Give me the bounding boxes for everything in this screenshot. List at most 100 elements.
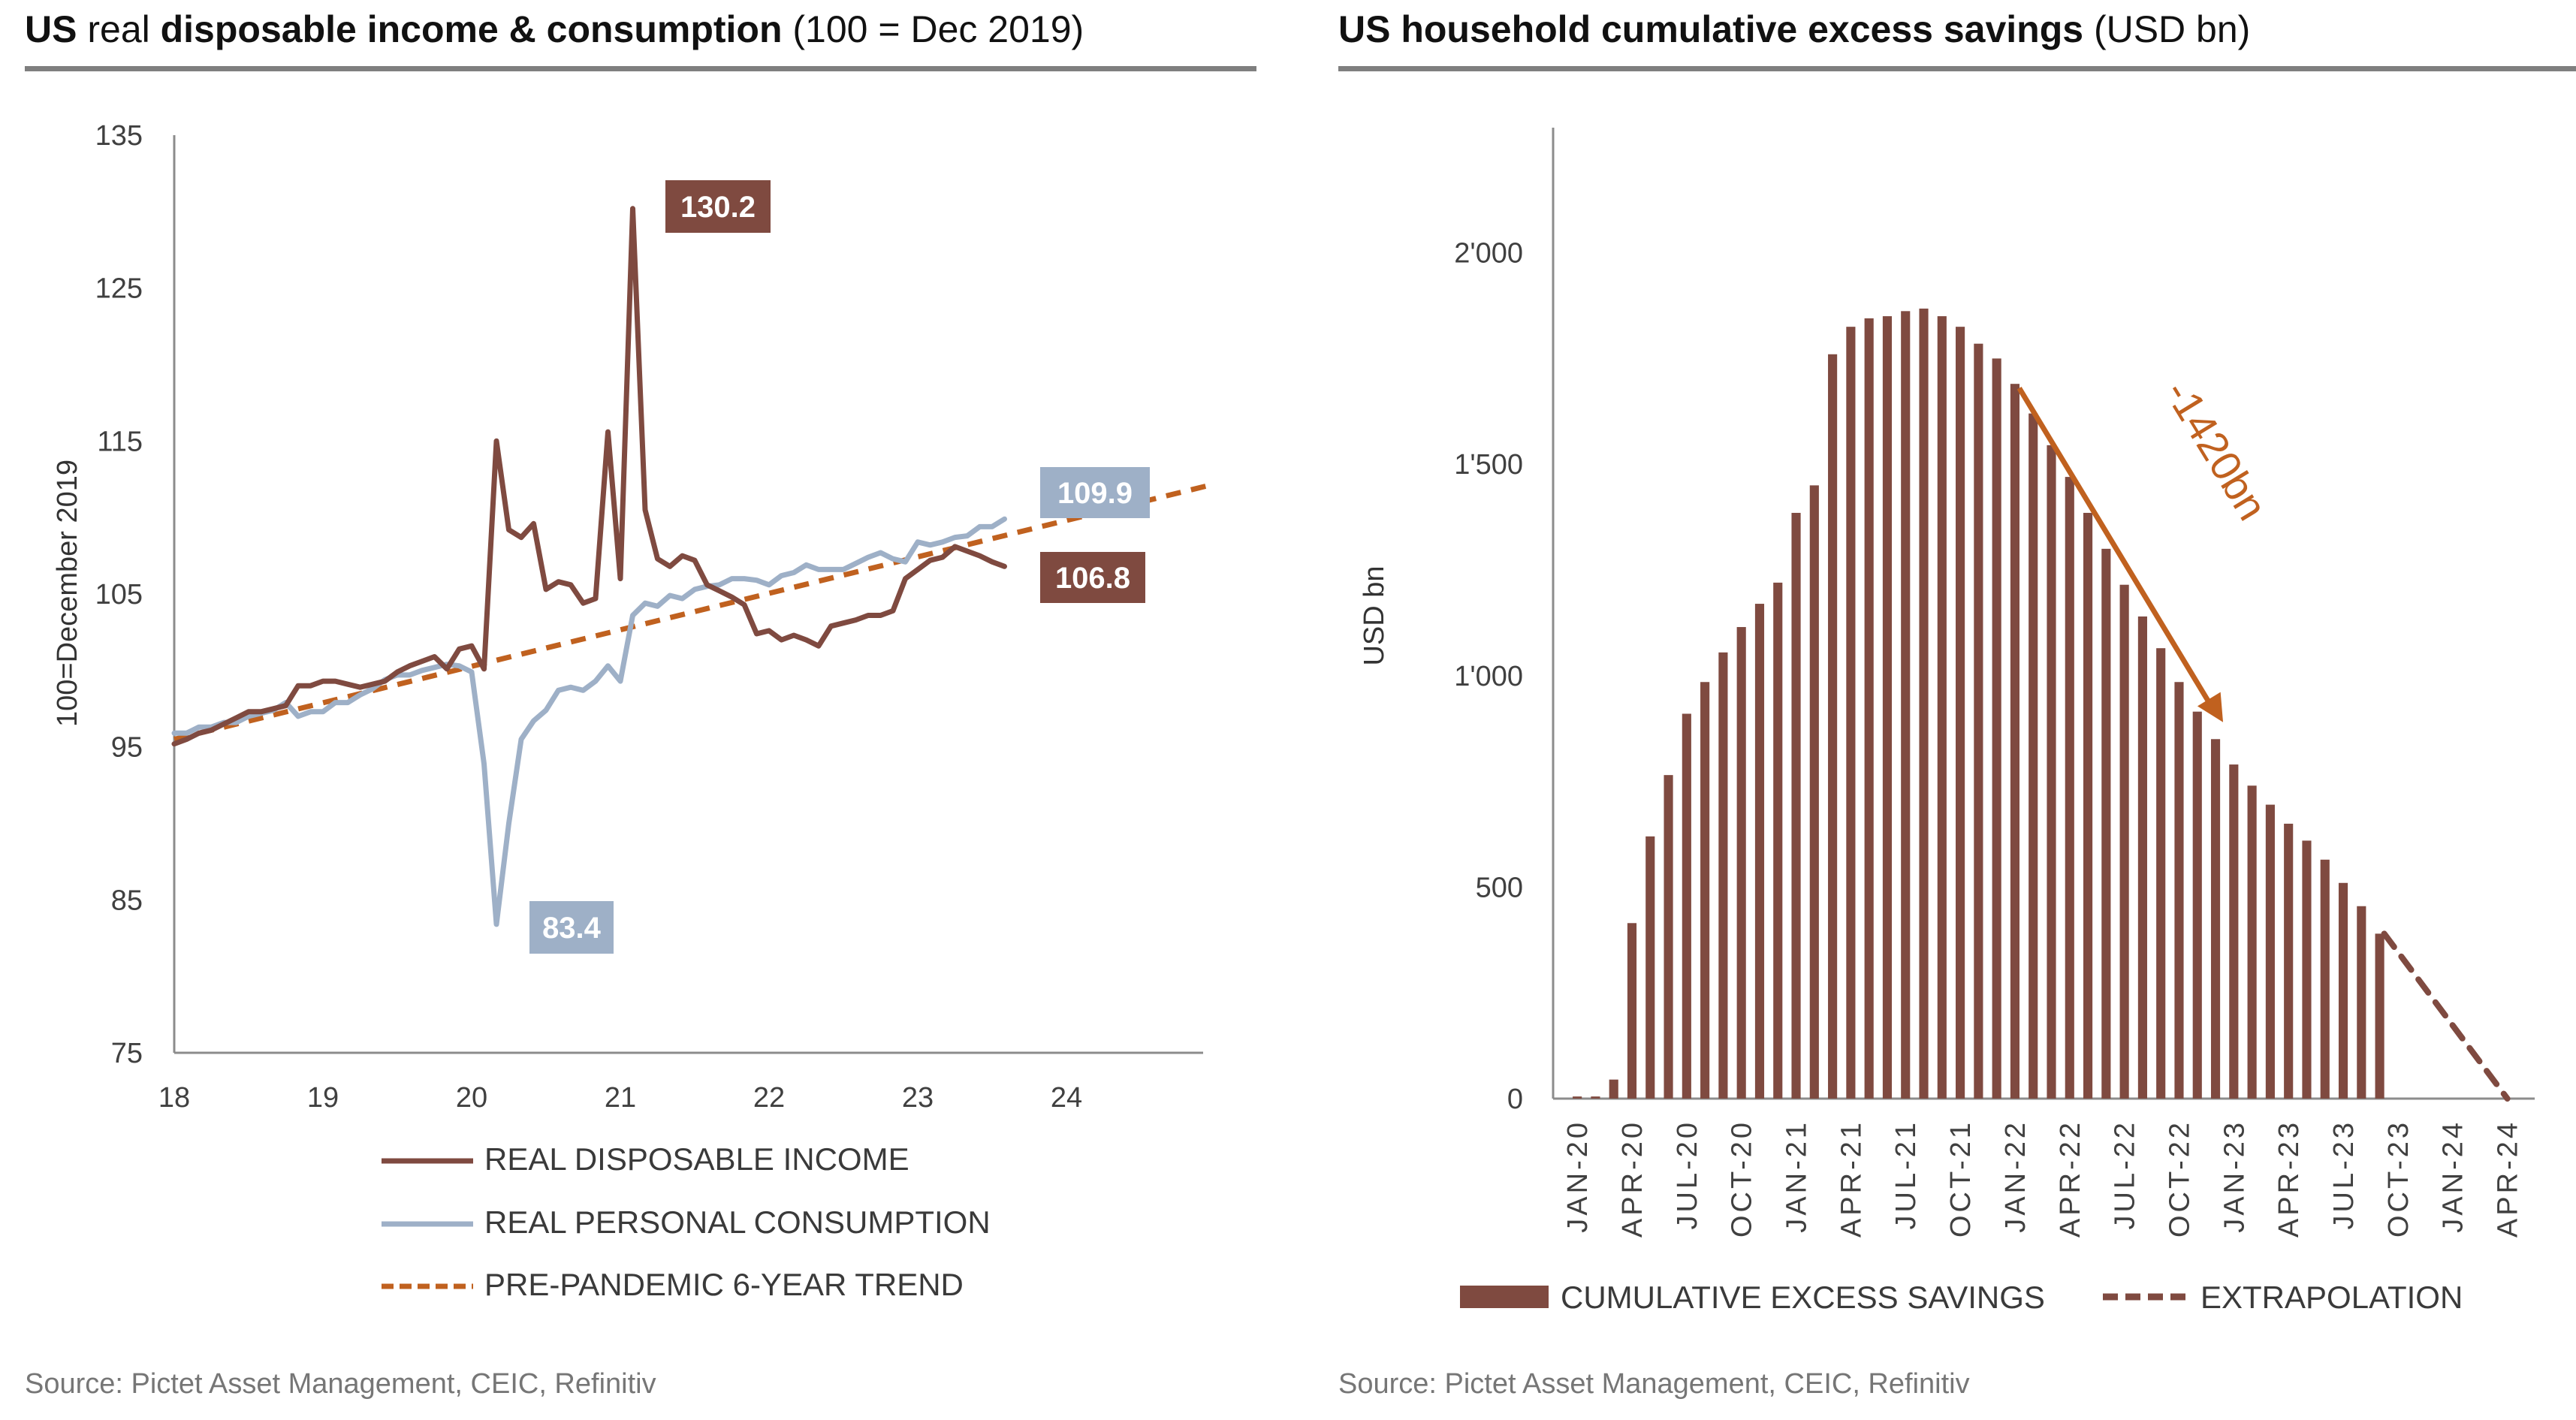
savings-bar: [2083, 512, 2093, 1099]
legend-label: REAL DISPOSABLE INCOME: [484, 1141, 909, 1177]
savings-bar: [2101, 548, 2111, 1099]
right-chart-title: US household cumulative excess savings (…: [1338, 8, 2250, 51]
data-callout-box: [1040, 552, 1145, 603]
savings-bar: [1718, 652, 1728, 1099]
right-x-tick-label: OCT-22: [2164, 1120, 2195, 1238]
legend-label: CUMULATIVE EXCESS SAVINGS: [1561, 1280, 2045, 1315]
savings-bar: [2192, 711, 2202, 1099]
savings-bar: [1919, 308, 1929, 1099]
left-y-tick-label: 125: [95, 273, 143, 305]
left-y-tick-label: 95: [111, 732, 143, 764]
left-x-tick-label: 19: [307, 1082, 339, 1114]
right-x-tick-label: JUL-20: [1672, 1120, 1703, 1230]
right-y-tick-label: 1'000: [1454, 661, 1523, 692]
savings-bar: [2137, 616, 2147, 1099]
pre-pandemic-6-year-trend-line: [173, 481, 1216, 742]
savings-bar: [1828, 354, 1838, 1099]
left-y-tick-label: 115: [97, 426, 143, 457]
savings-bar: [2010, 384, 2020, 1099]
savings-bar: [2229, 764, 2239, 1099]
savings-bar: [1864, 318, 1874, 1099]
left-source-note: Source: Pictet Asset Management, CEIC, R…: [25, 1368, 656, 1400]
decline-annotation-label: -1420bn: [2156, 372, 2277, 528]
left-x-tick-label: 20: [456, 1082, 487, 1114]
left-y-tick-label: 85: [111, 885, 143, 916]
right-y-tick-label: 1'500: [1454, 449, 1523, 481]
savings-bar: [2357, 906, 2366, 1099]
savings-bar: [1754, 604, 1765, 1099]
right-y-axis-title: USD bn: [1359, 565, 1390, 665]
data-callout-label: 83.4: [542, 912, 602, 945]
right-x-tick-label: OCT-21: [1945, 1120, 1977, 1238]
savings-bar: [2119, 584, 2129, 1099]
right-y-tick-label: 2'000: [1454, 238, 1523, 270]
right-x-tick-label: OCT-20: [1727, 1120, 1758, 1238]
left-title-rule: [25, 66, 1256, 71]
left-title-part: real: [87, 8, 161, 50]
savings-bar: [1736, 627, 1746, 1099]
savings-bar: [1937, 316, 1947, 1099]
right-x-tick-label: JAN-23: [2219, 1120, 2250, 1233]
savings-bar: [1664, 775, 1673, 1099]
left-x-tick-label: 21: [605, 1082, 636, 1114]
savings-bar: [2047, 445, 2056, 1099]
savings-bar: [1901, 311, 1911, 1099]
legend-label: REAL PERSONAL CONSUMPTION: [484, 1204, 991, 1240]
left-chart-title: US real disposable income & consumption …: [25, 8, 1084, 51]
right-x-tick-label: APR-21: [1835, 1120, 1867, 1238]
left-x-tick-label: 23: [902, 1082, 934, 1114]
data-callout-box: [1040, 467, 1150, 518]
right-bar-chart: USD bn 0 500 1'000 1'500 2'000 JAN-20 APR-20 J…: [1359, 128, 2535, 1315]
right-x-tick-label: JAN-20: [1562, 1120, 1594, 1233]
savings-bar: [1573, 1096, 1582, 1099]
left-title-part: (100 = Dec 2019): [782, 8, 1084, 50]
right-x-tick-label: APR-22: [2055, 1120, 2086, 1238]
savings-bar: [2302, 840, 2312, 1099]
legend-label: PRE-PANDEMIC 6-YEAR TREND: [484, 1267, 964, 1302]
legend-label: EXTRAPOLATION: [2200, 1280, 2463, 1315]
right-x-tick-label: APR-24: [2493, 1120, 2524, 1238]
left-line-chart: 100=December 2019 75 85 95 105 115 125 135 18 1…: [52, 120, 1216, 1302]
real-personal-consumption-line: [171, 516, 1007, 927]
savings-bar: [2156, 648, 2166, 1099]
data-callout-label: 106.8: [1055, 562, 1130, 595]
right-x-tick-label: OCT-23: [2383, 1120, 2415, 1238]
savings-bar: [1956, 327, 1965, 1099]
savings-bar: [2210, 739, 2221, 1099]
left-x-tick-label: 18: [158, 1082, 190, 1114]
savings-bar: [2320, 859, 2330, 1099]
right-x-tick-label: JUL-22: [2110, 1120, 2141, 1230]
left-y-tick-label: 135: [95, 120, 143, 152]
extrapolation-line: [2381, 930, 2511, 1102]
decline-arrow-head: [2197, 692, 2224, 722]
savings-bar: [2029, 413, 2038, 1099]
data-callout-label: 109.9: [1057, 477, 1133, 510]
right-title-part: (USD bn): [2083, 8, 2251, 50]
right-y-tick-label: 500: [1476, 872, 1523, 903]
savings-bar: [1809, 485, 1819, 1099]
savings-bar: [1992, 358, 2001, 1099]
savings-bar: [2375, 933, 2384, 1099]
right-x-tick-label: APR-20: [1617, 1120, 1648, 1238]
right-x-tick-label: JUL-23: [2328, 1120, 2360, 1230]
decline-arrow-shaft: [2016, 387, 2219, 715]
right-x-tick-label: APR-23: [2273, 1120, 2305, 1238]
savings-bar: [1591, 1096, 1600, 1099]
savings-bar: [1682, 713, 1691, 1099]
legend-swatch-cumulative-excess-savings: [1460, 1286, 1549, 1308]
savings-bar: [2284, 823, 2294, 1099]
savings-bar: [1609, 1079, 1618, 1099]
savings-bar: [2065, 477, 2074, 1099]
right-title-rule: [1338, 66, 2576, 71]
right-y-tick-label: 0: [1507, 1084, 1523, 1115]
left-y-tick-label: 75: [111, 1038, 143, 1069]
right-source-note: Source: Pictet Asset Management, CEIC, R…: [1338, 1368, 1970, 1400]
savings-bar: [1974, 343, 1983, 1099]
left-title-part: disposable income & consumption: [160, 8, 783, 50]
left-y-tick-label: 105: [95, 579, 143, 611]
savings-bar: [1627, 923, 1637, 1099]
left-title-part: US: [25, 8, 88, 50]
data-callout-box: [665, 180, 771, 233]
savings-bar: [1700, 682, 1710, 1099]
